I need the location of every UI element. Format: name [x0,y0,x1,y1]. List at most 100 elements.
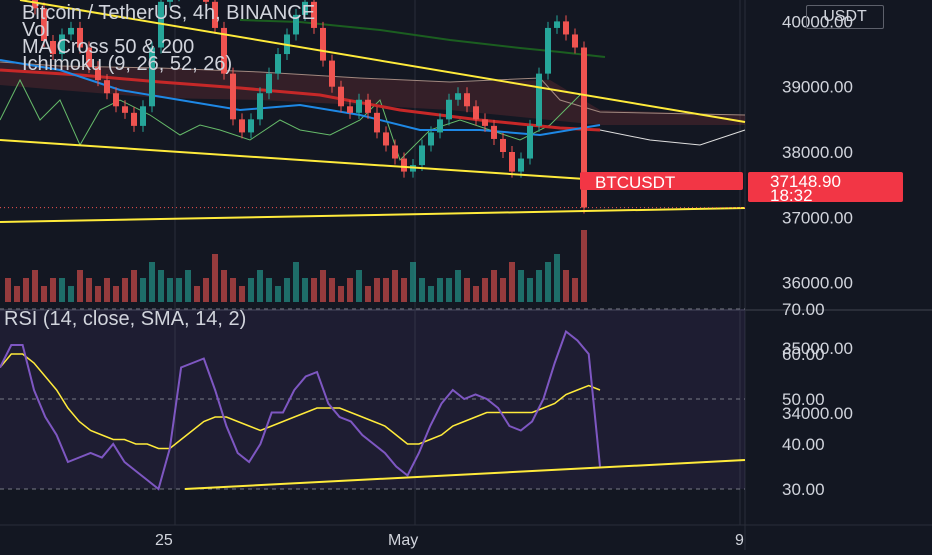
ma-cross-legend: MA Cross 50 & 200 [22,36,195,58]
volume-bar [500,278,506,302]
ichimoku-span-a [0,61,746,116]
volume-bar [221,270,227,302]
candle-body [374,112,380,133]
last-price-countdown: 18:32 [770,186,813,205]
candle-body [113,93,119,107]
symbol-price-tag-text: BTCUSDT [595,173,675,192]
time-tick-label: 25 [155,532,173,549]
volume-bar [545,262,551,302]
rsi-tick-label: 60.00 [782,345,825,364]
volume-bar [239,286,245,302]
ma-long-line [239,19,606,58]
time-tick-label: May [388,532,418,549]
volume-bar [464,278,470,302]
volume-bar [257,270,263,302]
candle-body [59,34,65,55]
last-price-tag [748,172,903,202]
candle-body [275,54,281,74]
volume-bar [203,278,209,302]
ma50-line [0,59,601,137]
volume-bar [5,278,11,302]
candle-body [419,145,425,166]
rsi-line [0,329,601,491]
volume-bar [284,278,290,302]
rsi-band [0,309,745,489]
symbol-price-tag [580,172,743,190]
candle-body [95,67,101,81]
volume-bar [212,254,218,302]
volume-bar [248,278,254,302]
volume-bar [374,278,380,302]
candle-body [293,14,299,35]
rsi-tick-label: 50.00 [782,390,825,409]
candle-body [383,132,389,146]
volume-bar [419,278,425,302]
price-tick-label: 34000.00 [782,404,853,423]
candle-body [149,47,155,107]
price-tick-label: 39000.00 [782,78,853,97]
candle-body [482,119,488,126]
support-trendline [0,207,746,223]
volume-bar [356,270,362,302]
volume-bar [554,254,560,302]
price-tick-label: 38000.00 [782,143,853,162]
volume-bar [140,278,146,302]
candle-body [473,106,479,120]
rsi-tick-label: 70.00 [782,300,825,319]
volume-bar [230,278,236,302]
candle-body [302,1,308,15]
volume-bar [77,270,83,302]
volume-bar [86,278,92,302]
candle-body [50,40,56,55]
candle-body [536,73,542,126]
candle-body [428,132,434,146]
volume-bar [518,270,524,302]
volume-bar [437,278,443,302]
volume-bar [275,286,281,302]
volume-bar [527,278,533,302]
volume-bar [536,270,542,302]
volume-bar [14,286,20,302]
volume-bar [491,270,497,302]
candle-body [122,106,128,113]
candle-body [554,21,560,28]
candle-body [167,0,173,2]
candle-body [239,119,245,133]
volume-bar [158,270,164,302]
candle-body [203,0,209,2]
candle-body [392,145,398,159]
candle-body [311,1,317,28]
candle-body [320,27,326,61]
candle-body [581,47,587,208]
price-tick-label: 40000.00 [782,12,853,31]
candle-body [500,138,506,152]
candle-body [464,93,470,107]
volume-bar [32,270,38,302]
candle-body [491,125,497,139]
candle-body [365,99,371,113]
candle-body [509,152,515,172]
price-tick-label: 36000.00 [782,274,853,293]
volume-bar [509,262,515,302]
volume-bar [392,270,398,302]
volume-bar [563,270,569,302]
candle-body [563,21,569,35]
candle-body [257,93,263,120]
candle-body [212,1,218,28]
candle-body [572,34,578,48]
candle-body [41,8,47,41]
volume-bar [131,270,137,302]
candle-body [248,119,254,133]
rsi-legend: RSI (14, close, SMA, 14, 2) [4,308,247,330]
volume-bar [320,270,326,302]
currency-label: USDT [823,8,867,25]
candle-body [356,99,362,113]
ichimoku-cloud [0,62,745,125]
currency-button[interactable]: USDT [806,5,884,29]
volume-bar [473,286,479,302]
volume-bar [311,278,317,302]
candle-body [329,60,335,87]
volume-bar [149,262,155,302]
